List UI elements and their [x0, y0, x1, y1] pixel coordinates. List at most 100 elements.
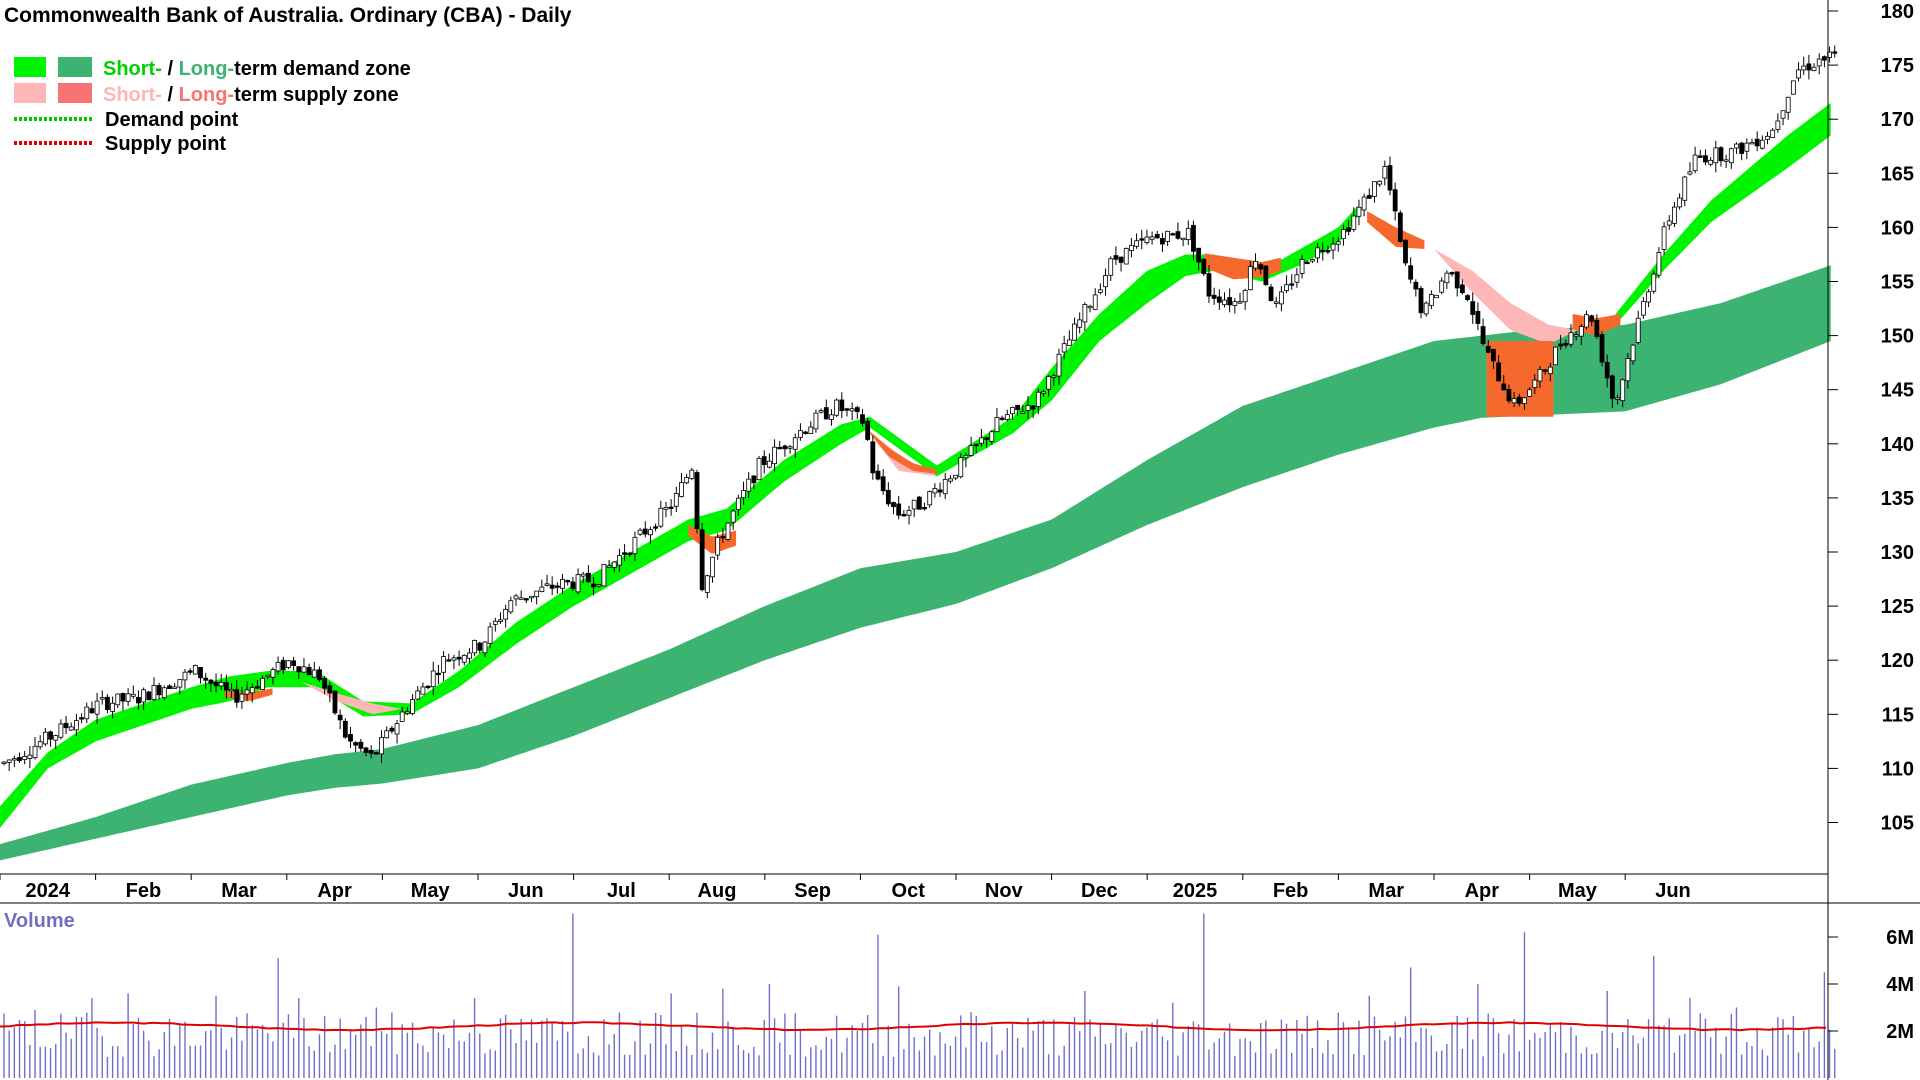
legend-supply-point-label: Supply point — [105, 133, 226, 155]
candle-body — [865, 420, 871, 440]
candle-body — [89, 708, 95, 714]
legend-demand-point-label: Demand point — [105, 109, 239, 131]
candle-body — [1687, 171, 1693, 175]
candle-body — [477, 642, 483, 651]
candle-body — [130, 693, 136, 697]
candle-body — [1661, 226, 1667, 250]
y-tick-label: 135 — [1881, 488, 1914, 510]
candle-body — [1630, 344, 1636, 362]
candle-body — [849, 408, 855, 412]
candle-body — [958, 457, 964, 478]
candle-body — [1703, 155, 1708, 163]
candle-body — [1196, 247, 1202, 263]
candle-body — [1713, 147, 1719, 164]
candle-body — [270, 669, 276, 678]
candle-body — [1708, 159, 1714, 165]
legend-row2-long: Long- — [179, 84, 235, 106]
candle-body — [1506, 388, 1512, 402]
candle-body — [1087, 305, 1093, 309]
candle-body — [296, 666, 302, 673]
legend-row2-sep: / — [162, 84, 179, 106]
candle-body — [1051, 375, 1057, 378]
y-tick-label: 145 — [1881, 380, 1914, 402]
candle-body — [1780, 110, 1786, 119]
candle-body — [1604, 362, 1610, 379]
x-tick-label: Jun — [1655, 880, 1691, 902]
candle-body — [1413, 281, 1419, 290]
candle-body — [1289, 283, 1295, 286]
candle-body — [48, 731, 53, 740]
candle-body — [622, 552, 627, 555]
candle-body — [1832, 51, 1838, 54]
candle-body — [689, 469, 695, 479]
candle-body — [1651, 273, 1657, 292]
candle-body — [1408, 265, 1414, 280]
candle-body — [420, 686, 426, 695]
candle-body — [761, 456, 767, 465]
candle-body — [358, 741, 364, 749]
candle-body — [1444, 272, 1450, 284]
candle-body — [58, 723, 64, 738]
candle-body — [611, 561, 617, 568]
candle-body — [523, 598, 529, 601]
candle-body — [994, 417, 1000, 433]
candle-body — [1522, 397, 1527, 404]
y-tick-label: 170 — [1881, 109, 1914, 131]
candle-body — [1454, 271, 1460, 289]
candle-body — [1666, 220, 1672, 226]
candle-body — [1082, 304, 1088, 323]
candle-body — [353, 742, 359, 746]
candle-body — [317, 669, 322, 681]
candle-body — [1403, 239, 1408, 264]
candle-body — [1035, 391, 1041, 407]
candle-body — [249, 687, 255, 694]
candle-body — [544, 583, 550, 586]
candle-body — [141, 689, 147, 703]
candle-body — [968, 445, 974, 456]
candle-body — [1749, 142, 1755, 145]
candle-body — [42, 731, 48, 745]
candle-body — [963, 454, 969, 459]
candle-body — [79, 717, 84, 720]
candle-body — [275, 662, 281, 672]
chart-title: Commonwealth Bank of Australia. Ordinary… — [4, 4, 572, 27]
candle-body — [570, 581, 576, 590]
candle-body — [1475, 310, 1481, 324]
candle-body — [348, 734, 353, 742]
candle-body — [311, 669, 317, 678]
candle-body — [1191, 224, 1196, 252]
candle-body — [808, 426, 814, 435]
candle-body — [1356, 206, 1362, 217]
candle-body — [720, 536, 726, 539]
candle-body — [6, 759, 12, 763]
candle-body — [1310, 259, 1315, 262]
candle-body — [1672, 206, 1677, 224]
candle-body — [534, 590, 540, 598]
candle-body — [1677, 197, 1682, 208]
candle-body — [1273, 301, 1279, 304]
candle-body — [410, 699, 415, 714]
candle-body — [1113, 255, 1119, 260]
candle-body — [1796, 69, 1801, 79]
candle-body — [1801, 65, 1807, 71]
candle-body — [1744, 142, 1750, 152]
candle-body — [1392, 189, 1398, 212]
candle-body — [1160, 238, 1165, 245]
candle-body — [1103, 275, 1108, 288]
candle-body — [1470, 301, 1476, 315]
candle-body — [1077, 319, 1083, 328]
x-tick-label: Apr — [317, 880, 352, 902]
candle-body — [1599, 334, 1605, 363]
candle-body — [684, 477, 690, 484]
candle-body — [1501, 383, 1507, 391]
candle-body — [172, 686, 178, 689]
legend-long-demand-swatch — [58, 57, 92, 77]
candle-body — [441, 656, 446, 673]
candle-body — [1785, 96, 1791, 113]
candle-body — [472, 639, 478, 654]
candle-body — [192, 664, 198, 675]
candle-body — [105, 696, 110, 710]
candle-body — [503, 608, 509, 620]
candle-body — [1056, 353, 1062, 377]
candle-body — [539, 586, 545, 592]
